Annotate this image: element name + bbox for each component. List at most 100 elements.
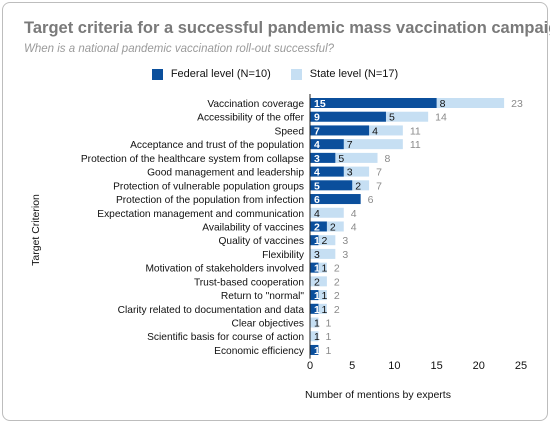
bar-federal (310, 194, 361, 205)
category-label: Speed (275, 126, 305, 137)
data-label-state: 5 (338, 153, 344, 165)
legend-label-state: State level (N=17) (309, 68, 399, 80)
x-tick-label: 10 (388, 360, 400, 372)
x-tick-label: 20 (473, 360, 485, 372)
data-label-state: 1 (321, 263, 327, 275)
data-label-federal: 1 (314, 290, 320, 302)
legend-item-federal: Federal level (N=10) (151, 68, 271, 80)
category-label: Good management and leadership (147, 168, 304, 179)
category-label: Flexibility (262, 250, 305, 261)
data-label-total: 4 (351, 208, 357, 220)
data-label-federal: 5 (314, 180, 320, 192)
bar-federal (310, 290, 319, 301)
bar-state (310, 331, 319, 342)
data-label-state: 2 (355, 180, 361, 192)
data-label-state: 1 (321, 304, 327, 316)
bar-federal (310, 221, 327, 232)
data-label-total: 7 (376, 167, 382, 179)
data-label-state: 1 (314, 331, 320, 343)
bar-federal (310, 262, 319, 273)
data-label-federal: 2 (314, 221, 320, 233)
data-label-state: 8 (440, 98, 446, 110)
bar-federal (310, 166, 344, 177)
data-label-state: 1 (321, 290, 327, 302)
data-label-state: 2 (330, 221, 336, 233)
data-label-total: 14 (435, 112, 447, 124)
data-label-federal: 4 (314, 167, 320, 179)
data-label-state: 1 (314, 318, 320, 330)
bar-federal (310, 303, 319, 314)
chart-title: Target criteria for a successful pandemi… (24, 19, 550, 37)
category-label: Quality of vaccines (219, 236, 305, 247)
data-label-state: 3 (347, 167, 353, 179)
data-label-state: 2 (314, 276, 320, 288)
legend-swatch-state (290, 68, 302, 80)
data-label-total: 2 (334, 276, 340, 288)
x-tick-label: 5 (349, 360, 355, 372)
bar-state (310, 139, 403, 150)
data-label-total: 2 (334, 263, 340, 275)
data-label-state: 4 (314, 208, 320, 220)
chart-subtitle: When is a national pandemic vaccination … (24, 43, 335, 55)
data-label-federal: 15 (314, 98, 326, 110)
bar-federal (310, 180, 353, 191)
x-tick-label: 15 (430, 360, 442, 372)
category-label: Protection of vulnerable population grou… (113, 181, 304, 192)
data-label-total: 1 (325, 345, 331, 357)
legend-swatch-federal (151, 68, 163, 80)
data-label-federal: 1 (314, 304, 320, 316)
x-axis-title: Number of mentions by experts (305, 389, 451, 401)
data-label-total: 2 (334, 290, 340, 302)
data-label-total: 3 (342, 235, 348, 247)
category-label: Economic efficiency (214, 346, 305, 357)
category-label: Availability of vaccines (202, 222, 304, 233)
data-label-state: 7 (347, 139, 353, 151)
data-label-total: 11 (410, 139, 421, 151)
data-label-federal: 4 (314, 139, 320, 151)
bar-state (310, 276, 327, 287)
category-label: Vaccination coverage (207, 99, 304, 110)
category-label: Clarity related to documentation and dat… (118, 305, 305, 316)
x-tick-label: 25 (515, 360, 527, 372)
category-label: Accessibility of the offer (197, 113, 304, 124)
category-label: Acceptance and trust of the population (130, 140, 304, 151)
data-label-state: 3 (314, 249, 320, 261)
bar-state (310, 152, 378, 163)
data-label-total: 4 (351, 221, 357, 233)
data-label-federal: 3 (314, 153, 320, 165)
y-axis-title: Target Criterion (30, 194, 42, 266)
bar-federal (310, 235, 319, 246)
bar-federal (310, 125, 370, 136)
legend-label-federal: Federal level (N=10) (170, 68, 271, 80)
category-label: Protection of the healthcare system from… (81, 154, 304, 165)
data-label-state: 2 (321, 235, 327, 247)
data-label-total: 7 (376, 180, 382, 192)
bar-federal (310, 111, 386, 122)
category-label: Expectation management and communication (97, 209, 304, 220)
data-label-state: 5 (389, 112, 395, 124)
data-label-federal: 1 (314, 235, 320, 247)
legend: Federal level (N=10) State level (N=17) (0, 68, 550, 80)
category-label: Scientific basis for course of action (147, 332, 304, 343)
data-label-total: 3 (342, 249, 348, 261)
data-label-federal: 7 (314, 125, 320, 137)
bar-state (310, 235, 336, 246)
category-label: Protection of the population from infect… (116, 195, 304, 206)
data-label-total: 2 (334, 304, 340, 316)
bar-federal (310, 344, 319, 355)
x-tick-label: 0 (307, 360, 313, 372)
category-label: Trust-based cooperation (194, 277, 304, 288)
category-label: Return to "normal" (221, 291, 304, 302)
data-label-federal: 6 (314, 194, 320, 206)
data-label-federal: 9 (314, 112, 320, 124)
data-label-total: 8 (385, 153, 391, 165)
bar-state (310, 248, 336, 259)
bar-state (310, 207, 344, 218)
data-label-total: 6 (368, 194, 374, 206)
data-label-federal: 1 (314, 345, 320, 357)
bar-federal (310, 98, 437, 108)
data-label-total: 1 (325, 318, 331, 330)
data-label-state: 4 (372, 125, 378, 137)
